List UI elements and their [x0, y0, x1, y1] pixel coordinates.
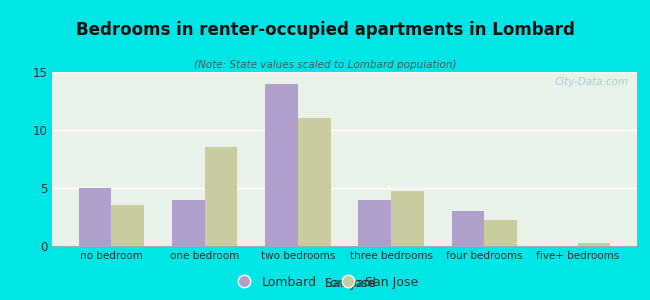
Bar	[265, 84, 298, 246]
Bar	[359, 200, 391, 246]
Bar	[111, 206, 144, 246]
Text: San Jose: San Jose	[325, 277, 375, 290]
Bar	[578, 242, 610, 246]
Text: Bedrooms in renter-occupied apartments in Lombard: Bedrooms in renter-occupied apartments i…	[75, 21, 575, 39]
Bar	[298, 118, 330, 246]
Legend: Lombard, San Jose: Lombard, San Jose	[227, 271, 423, 294]
Bar	[391, 191, 424, 246]
Bar	[79, 188, 111, 246]
Bar	[452, 211, 484, 246]
Text: Lombard: Lombard	[325, 277, 377, 290]
Bar	[205, 147, 237, 246]
Text: City-Data.com: City-Data.com	[554, 77, 628, 87]
Text: (Note: State values scaled to Lombard population): (Note: State values scaled to Lombard po…	[194, 60, 456, 70]
Bar	[172, 200, 205, 246]
Bar	[484, 220, 517, 246]
